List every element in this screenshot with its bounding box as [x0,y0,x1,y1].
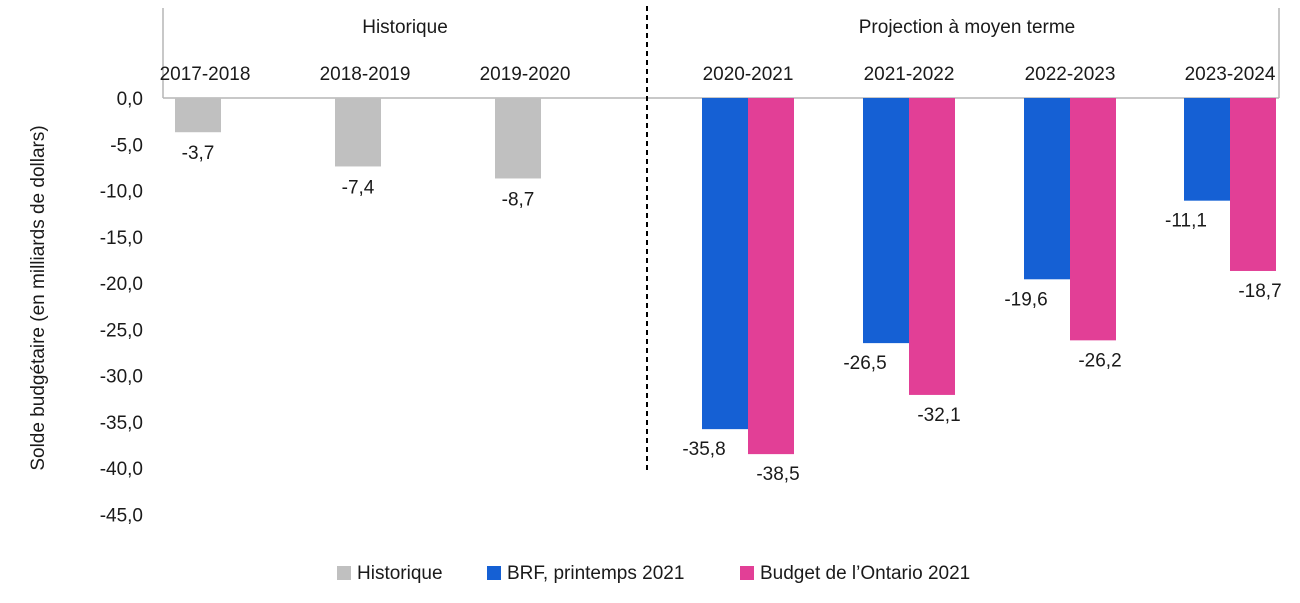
data-label: -18,7 [1238,281,1281,302]
bar-brf [1184,98,1230,201]
data-label: -26,5 [843,353,886,374]
legend-label-brf: BRF, printemps 2021 [507,563,684,584]
bar-brf [702,98,748,430]
data-label: -26,2 [1078,350,1121,371]
data-labels: -3,7 -7,4 -8,7 -35,8 -38,5 -26,5 -32,1 -19,6 -26… [182,143,1282,485]
y-tick-label: -10,0 [100,182,143,203]
y-axis-label: Solde budgétaire (en milliards de dollar… [28,125,49,470]
category-label: 2017-2018 [160,64,251,85]
data-label: -38,5 [756,464,799,485]
y-tick-label: -25,0 [100,320,143,341]
bar-budget [909,98,955,395]
y-tick-label: -20,0 [100,274,143,295]
y-tick-label: -15,0 [100,228,143,249]
section-label-projection: Projection à moyen terme [859,17,1076,38]
bar-brf [1024,98,1070,280]
legend-swatch-historique [337,566,351,580]
category-label: 2019-2020 [480,64,571,85]
data-label: -11,1 [1165,211,1207,232]
data-label: -8,7 [502,189,535,210]
y-tick-label: -35,0 [100,413,143,434]
bar-brf [863,98,909,344]
category-label: 2023-2024 [1185,64,1276,85]
y-tick-label: -40,0 [100,459,143,480]
category-label: 2020-2021 [703,64,794,85]
legend-swatch-brf [487,566,501,580]
y-tick-label: -30,0 [100,367,143,388]
bars [175,98,1276,455]
data-label: -32,1 [917,405,960,426]
bar-budget [1070,98,1116,341]
y-tick-label: 0,0 [117,89,143,110]
category-label: 2022-2023 [1025,64,1116,85]
y-tick-labels: 0,0 -5,0 -10,0 -15,0 -20,0 -25,0 -30,0 -35,0 -40… [100,89,143,526]
data-label: -3,7 [182,143,215,164]
section-label-historique: Historique [362,17,448,38]
category-labels: 2017-2018 2018-2019 2019-2020 2020-2021 2021… [160,64,1276,85]
data-label: -19,6 [1004,289,1047,310]
category-label: 2021-2022 [864,64,955,85]
legend: Historique BRF, printemps 2021 Budget de… [337,563,970,584]
legend-label-historique: Historique [357,563,443,584]
y-tick-label: -5,0 [110,135,143,156]
data-label: -7,4 [342,177,375,198]
bar-budget [748,98,794,455]
bar-budget [1230,98,1276,271]
category-label: 2018-2019 [320,64,411,85]
data-label: -35,8 [682,439,725,460]
legend-swatch-budget [740,566,754,580]
bar-historique [495,98,541,179]
bar-historique [335,98,381,167]
y-tick-label: -45,0 [100,505,143,526]
legend-label-budget: Budget de l’Ontario 2021 [760,563,970,584]
bar-historique [175,98,221,133]
